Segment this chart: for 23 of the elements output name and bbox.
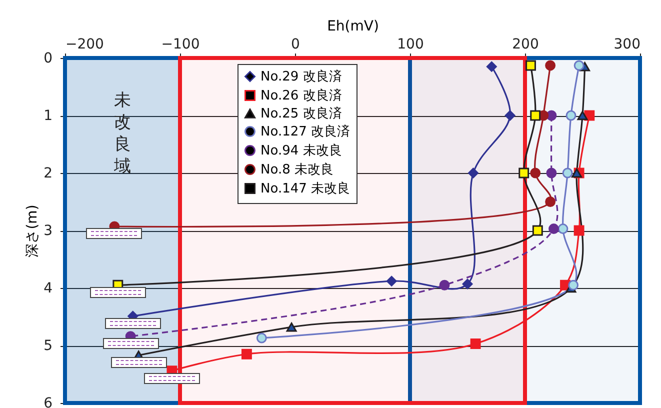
x-tick-label: 200 bbox=[512, 36, 539, 52]
x-axis-title: Eh(mV) bbox=[327, 18, 379, 34]
y-axis-title: 深さ(m) bbox=[24, 204, 41, 258]
x-tick-label: 0 bbox=[291, 36, 300, 52]
y-tick-label: 6 bbox=[44, 396, 53, 408]
band-label: 未改良域 bbox=[113, 90, 131, 176]
y-tick-label: 1 bbox=[44, 108, 52, 124]
y-tick-label: 0 bbox=[44, 50, 52, 66]
legend-label: No.147 未改良 bbox=[260, 182, 350, 196]
y-tick-label: 2 bbox=[44, 166, 52, 182]
x-tick-label: −100 bbox=[161, 36, 200, 52]
x-tick-label: −200 bbox=[66, 36, 104, 52]
legend-label: No.94 未改良 bbox=[260, 144, 342, 158]
x-tick-label: 100 bbox=[397, 36, 424, 52]
y-tick-label: 5 bbox=[44, 338, 52, 354]
legend-label: No.127 改良済 bbox=[260, 124, 350, 140]
legend-label: No.25 改良済 bbox=[260, 106, 342, 122]
legend-label: No.29 改良済 bbox=[260, 68, 342, 84]
legend-label: No.26 改良済 bbox=[260, 88, 342, 104]
y-tick-label: 3 bbox=[44, 223, 52, 239]
y-tick-label: 4 bbox=[44, 280, 53, 296]
x-tick-label: 300 bbox=[614, 36, 640, 52]
legend-label: No.8 未改良 bbox=[260, 162, 334, 178]
